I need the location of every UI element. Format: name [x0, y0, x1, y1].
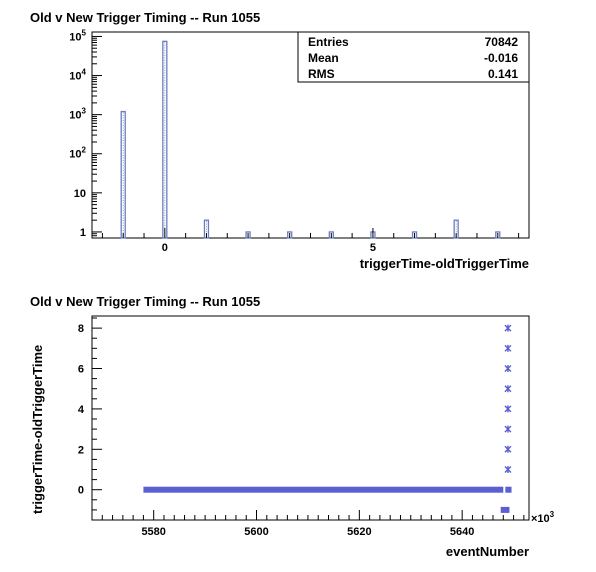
y-tick-label: 6 — [78, 364, 84, 376]
scatter-title: Old v New Trigger Timing -- Run 1055 — [30, 294, 260, 309]
scatter-point — [504, 385, 512, 393]
x-tick-label: 0 — [162, 242, 168, 254]
histogram-y-axis: 1 10 102 103 104 105 — [69, 28, 102, 239]
y-tick-label: 10 — [74, 188, 86, 200]
stats-value: -0.016 — [484, 51, 518, 65]
histogram-title: Old v New Trigger Timing -- Run 1055 — [30, 10, 260, 25]
y-tick-label: 4 — [78, 404, 85, 416]
y-tick-label: 0 — [78, 485, 84, 497]
scatter-point — [504, 344, 512, 352]
y-tick-label: 103 — [69, 107, 86, 122]
scatter-point — [504, 365, 512, 373]
stats-label: Mean — [308, 51, 339, 65]
scatter-points — [143, 324, 512, 513]
scatter-point — [504, 324, 512, 332]
histogram-x-label: triggerTime-oldTriggerTime — [360, 256, 529, 271]
scatter-y-label: triggerTime-oldTriggerTime — [30, 345, 45, 514]
scatter-y-axis: 0 2 4 6 8 — [78, 317, 102, 521]
y-tick-label: 104 — [69, 68, 86, 83]
histogram-chart: Old v New Trigger Timing -- Run 1055 1 10… — [30, 10, 530, 271]
x-tick-label: 5580 — [141, 526, 165, 538]
scatter-point — [504, 425, 512, 433]
x-tick-label: 5600 — [244, 526, 268, 538]
x-tick-label: 5640 — [450, 526, 474, 538]
y-tick-label: 102 — [69, 146, 86, 161]
scatter-point-band — [505, 486, 512, 493]
scatter-point — [504, 466, 512, 474]
stats-box-frame — [297, 31, 530, 83]
scatter-point — [504, 445, 512, 453]
x-tick-label: 5 — [370, 242, 376, 254]
y-tick-label: 105 — [69, 28, 86, 43]
x-multiplier-label: ×103 — [531, 510, 555, 525]
scatter-point — [504, 405, 512, 413]
stats-value: 0.141 — [488, 67, 518, 81]
scatter-chart: Old v New Trigger Timing -- Run 1055 0 2 4… — [30, 294, 555, 559]
scatter-x-axis: 5580 5600 5620 5640 — [101, 510, 525, 538]
y-tick-label: 8 — [78, 323, 84, 335]
scatter-point-band — [500, 506, 510, 513]
y-tick-label: 1 — [80, 227, 86, 239]
scatter-x-label: eventNumber — [446, 544, 529, 559]
stats-label: Entries — [308, 35, 349, 49]
y-tick-label: 2 — [78, 444, 84, 456]
stats-label: RMS — [308, 67, 335, 81]
scatter-point-band — [143, 486, 504, 493]
stats-value: 70842 — [485, 35, 519, 49]
stats-box: Entries 70842 Mean -0.016 RMS 0.141 — [297, 31, 530, 83]
x-tick-label: 5620 — [347, 526, 371, 538]
scatter-frame — [91, 315, 530, 521]
